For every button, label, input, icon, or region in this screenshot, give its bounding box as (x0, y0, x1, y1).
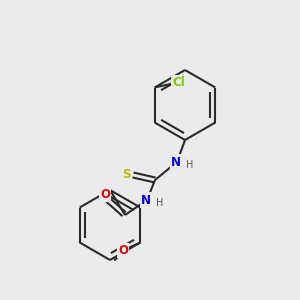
Text: H: H (186, 160, 194, 170)
Text: S: S (122, 167, 130, 181)
Text: O: O (100, 188, 110, 200)
Text: N: N (141, 194, 151, 206)
Text: Cl: Cl (172, 76, 185, 89)
Text: O: O (118, 244, 128, 257)
Text: N: N (171, 155, 181, 169)
Text: H: H (156, 198, 164, 208)
